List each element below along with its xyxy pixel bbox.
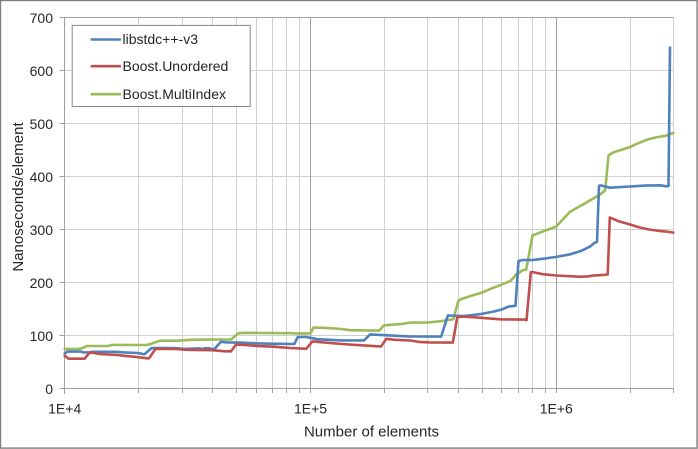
svg-text:Boost.Unordered: Boost.Unordered xyxy=(123,58,229,74)
svg-text:0: 0 xyxy=(45,381,53,397)
svg-text:libstdc++-v3: libstdc++-v3 xyxy=(123,31,199,47)
svg-text:1E+4: 1E+4 xyxy=(48,401,81,417)
svg-text:Boost.MultiIndex: Boost.MultiIndex xyxy=(123,86,227,102)
svg-text:400: 400 xyxy=(30,169,54,185)
svg-text:700: 700 xyxy=(30,10,54,26)
svg-text:500: 500 xyxy=(30,116,54,132)
svg-text:Nanoseconds/element: Nanoseconds/element xyxy=(10,122,27,272)
svg-text:1E+5: 1E+5 xyxy=(294,401,327,417)
svg-text:1E+6: 1E+6 xyxy=(540,401,573,417)
svg-text:300: 300 xyxy=(30,222,54,238)
svg-text:Number of elements: Number of elements xyxy=(304,424,439,441)
svg-text:600: 600 xyxy=(30,63,54,79)
svg-text:200: 200 xyxy=(30,275,54,291)
svg-text:100: 100 xyxy=(30,328,54,344)
